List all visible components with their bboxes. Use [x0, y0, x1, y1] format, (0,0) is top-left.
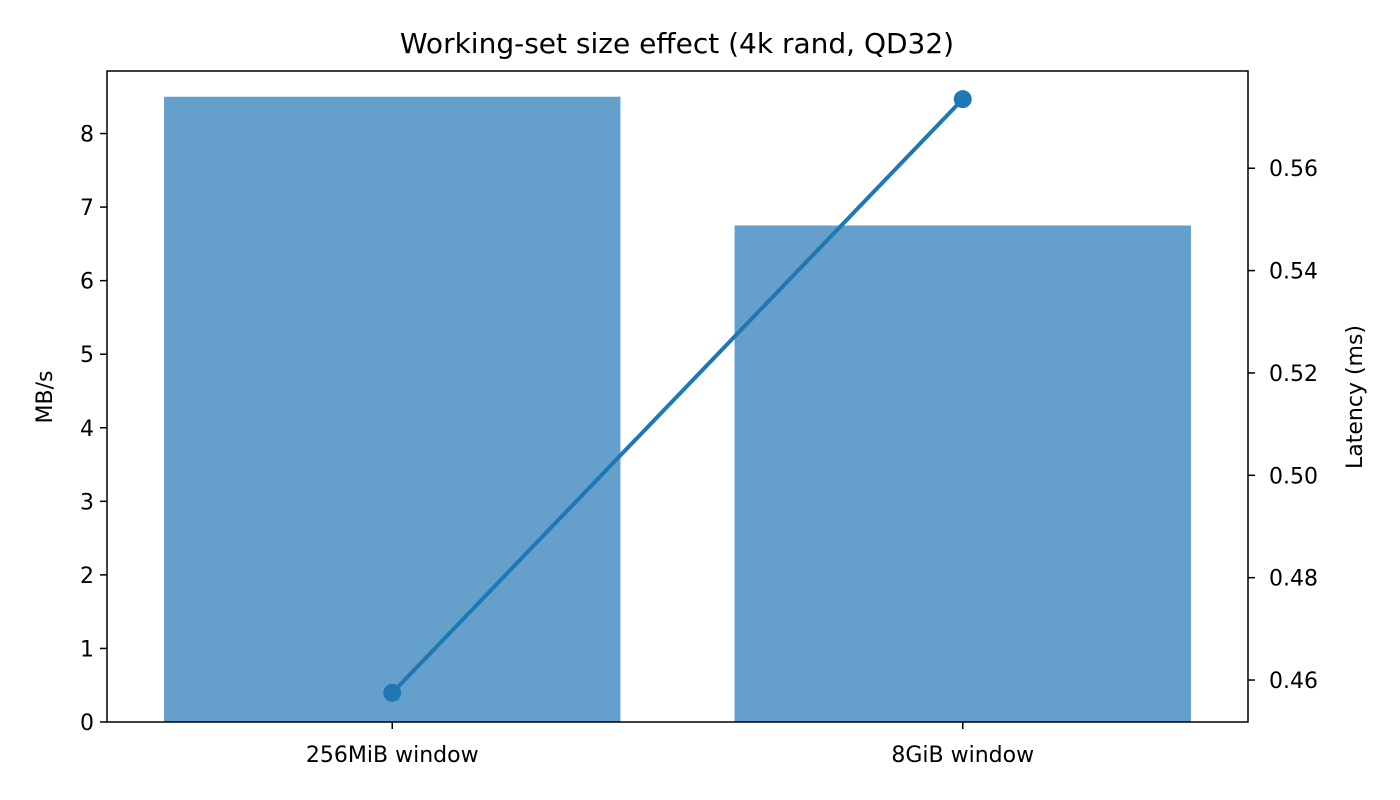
x-axis: 256MiB window 8GiB window [306, 722, 1034, 768]
bar-0 [164, 96, 621, 722]
left-tick-label-3: 3 [80, 490, 94, 515]
latency-point-1 [953, 90, 972, 109]
left-tick-label-8: 8 [80, 123, 94, 148]
latency-line-layer [383, 90, 972, 702]
latency-point-0 [383, 683, 402, 702]
right-tick-label-4: 0.54 [1269, 260, 1318, 285]
left-tick-label-7: 7 [80, 196, 94, 221]
bars-layer [164, 96, 1191, 722]
chart-title: Working-set size effect (4k rand, QD32) [400, 27, 954, 60]
right-tick-label-0: 0.46 [1269, 669, 1318, 694]
right-tick-label-2: 0.50 [1269, 464, 1318, 489]
right-tick-label-1: 0.48 [1269, 567, 1318, 592]
bar-1 [734, 225, 1191, 722]
left-tick-label-1: 1 [80, 637, 94, 662]
right-tick-label-5: 0.56 [1269, 157, 1318, 182]
latency-line [390, 97, 965, 695]
left-tick-label-5: 5 [80, 343, 94, 368]
right-axis-label: Latency (ms) [1343, 325, 1368, 469]
x-tick-label-1: 8GiB window [891, 743, 1034, 768]
x-tick-label-0: 256MiB window [306, 743, 479, 768]
left-axis-label: MB/s [33, 371, 58, 424]
right-tick-label-3: 0.52 [1269, 362, 1318, 387]
plot-frame [106, 70, 1249, 723]
left-tick-label-0: 0 [80, 711, 94, 736]
left-axis: 0 1 2 3 4 5 6 7 8 [80, 123, 107, 736]
left-tick-label-2: 2 [80, 564, 94, 589]
left-tick-label-6: 6 [80, 270, 94, 295]
left-tick-label-4: 4 [80, 417, 94, 442]
right-axis: 0.46 0.48 0.50 0.52 0.54 0.56 [1248, 157, 1318, 694]
